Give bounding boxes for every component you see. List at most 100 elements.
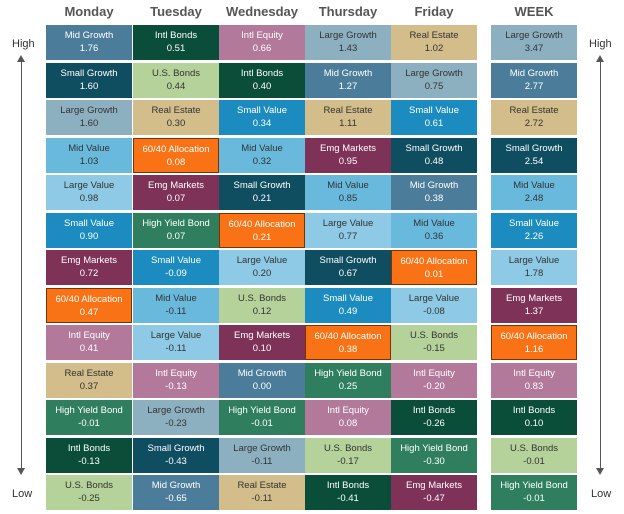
cell-value-label: 0.49	[338, 305, 358, 317]
cell-value-label: 1.37	[524, 305, 544, 317]
table-cell: Mid Growth 1.27	[305, 62, 391, 98]
table-cell: Large Value 0.77	[305, 212, 391, 248]
cell-value-label: 0.12	[252, 305, 272, 317]
cell-category-label: 60/40 Allocation	[228, 218, 296, 230]
cell-category-label: 60/40 Allocation	[142, 143, 210, 155]
cell-value-label: -0.17	[337, 455, 359, 467]
cell-category-label: U.S. Bonds	[323, 442, 373, 454]
table-cell: U.S. Bonds -0.15	[391, 325, 477, 360]
cell-category-label: High Yield Bond	[400, 442, 468, 454]
cell-category-label: Mid Value	[155, 292, 197, 304]
cell-value-label: 0.48	[424, 155, 444, 167]
cell-value-label: 0.36	[424, 230, 444, 242]
table-cell: Real Estate -0.11	[219, 475, 305, 510]
cell-category-label: High Yield Bond	[314, 367, 382, 379]
column-header-5: WEEK	[514, 4, 554, 19]
cell-category-label: Emg Markets	[506, 292, 562, 304]
cell-value-label: -0.41	[337, 493, 359, 504]
cell-value-label: 0.38	[424, 193, 444, 204]
cell-value-label: 0.72	[79, 268, 99, 279]
table-cell: Intl Bonds -0.41	[305, 475, 391, 510]
table-cell: Real Estate 2.72	[491, 100, 577, 135]
table-cell: Real Estate 1.02	[391, 25, 477, 60]
cell-value-label: 0.30	[166, 118, 186, 129]
cell-category-label: Emg Markets	[61, 255, 117, 266]
cell-category-label: Large Value	[63, 180, 115, 191]
cell-value-label: -0.26	[423, 418, 445, 429]
table-cell: Intl Equity 0.66	[219, 25, 305, 60]
cell-category-label: Real Estate	[151, 105, 201, 116]
cell-value-label: 1.60	[79, 118, 99, 129]
cell-category-label: Small Value	[237, 105, 287, 116]
cell-category-label: Emg Markets	[148, 180, 204, 191]
table-cell: Large Growth -0.11	[219, 437, 305, 473]
right-down-arrow-icon	[596, 468, 604, 475]
cell-value-label: 0.34	[252, 118, 272, 129]
cell-category-label: U.S. Bonds	[509, 442, 559, 454]
cell-category-label: Real Estate	[509, 105, 559, 116]
cell-category-label: Large Value	[322, 217, 374, 229]
cell-value-label: 0.20	[252, 268, 272, 279]
cell-value-label: 0.67	[338, 268, 358, 279]
right-axis-arrow-line	[600, 60, 601, 470]
table-cell: Large Value 0.20	[219, 250, 305, 285]
right-low-label: Low	[591, 488, 612, 500]
cell-value-label: 0.08	[338, 418, 358, 429]
table-cell: Mid Growth 0.00	[219, 362, 305, 398]
table-cell: High Yield Bond -0.01	[46, 400, 132, 435]
left-low-label: Low	[12, 488, 33, 500]
table-cell: Small Growth 1.60	[46, 62, 132, 98]
table-cell: Intl Bonds 0.51	[133, 25, 219, 60]
cell-category-label: Mid Value	[241, 142, 283, 154]
table-cell: Mid Value -0.11	[133, 287, 219, 323]
table-cell: Emg Markets 0.95	[305, 137, 391, 173]
cell-value-label: 1.60	[79, 80, 99, 92]
cell-value-label: -0.08	[423, 305, 445, 317]
cell-category-label: Small Value	[64, 217, 114, 229]
cell-value-label: -0.25	[78, 493, 100, 504]
table-cell: Small Growth 0.21	[219, 175, 305, 210]
cell-category-label: Small Growth	[60, 67, 118, 79]
cell-value-label: -0.23	[165, 418, 187, 429]
cell-value-label: 0.21	[252, 193, 272, 204]
table-cell: Small Value 2.26	[491, 212, 577, 248]
left-down-arrow-icon	[17, 468, 25, 475]
table-cell: High Yield Bond -0.30	[391, 437, 477, 473]
table-cell: Intl Bonds 0.40	[219, 62, 305, 98]
cell-category-label: Small Growth	[233, 180, 291, 191]
cell-value-label: 1.27	[338, 80, 358, 92]
cell-value-label: 2.48	[524, 193, 544, 204]
cell-value-label: 0.75	[424, 80, 444, 92]
cell-category-label: Small Value	[409, 105, 459, 116]
cell-value-label: -0.11	[251, 493, 273, 504]
cell-value-label: -0.13	[165, 380, 187, 392]
cell-value-label: 0.00	[252, 380, 272, 392]
cell-value-label: 1.02	[424, 43, 444, 54]
cell-category-label: Intl Equity	[413, 367, 455, 379]
cell-value-label: -0.01	[523, 493, 545, 504]
cell-category-label: Intl Bonds	[326, 480, 370, 491]
cell-value-label: 0.07	[166, 193, 186, 204]
table-cell: U.S. Bonds 0.12	[219, 287, 305, 323]
table-cell: Small Value 0.34	[219, 100, 305, 135]
cell-value-label: -0.47	[423, 493, 445, 504]
cell-value-label: 0.10	[524, 418, 544, 429]
cell-category-label: Small Growth	[505, 142, 563, 154]
cell-value-label: -0.65	[165, 493, 187, 504]
cell-category-label: Large Value	[236, 255, 288, 266]
table-cell: Emg Markets 0.72	[46, 250, 132, 285]
table-cell: High Yield Bond 0.07	[133, 212, 219, 248]
cell-category-label: Large Growth	[60, 105, 118, 116]
cell-value-label: 0.41	[79, 343, 99, 354]
table-cell: 60/40 Allocation 0.47	[46, 287, 132, 323]
table-cell: High Yield Bond 0.25	[305, 362, 391, 398]
cell-category-label: U.S. Bonds	[237, 292, 287, 304]
cell-value-label: -0.13	[78, 455, 100, 467]
table-cell: Large Growth -0.23	[133, 400, 219, 435]
cell-value-label: 2.72	[524, 118, 544, 129]
cell-value-label: 1.16	[524, 344, 544, 355]
cell-category-label: Large Growth	[405, 67, 463, 79]
cell-category-label: Mid Value	[68, 142, 110, 154]
cell-value-label: 1.76	[79, 43, 99, 54]
table-cell: 60/40 Allocation 1.16	[491, 325, 577, 360]
